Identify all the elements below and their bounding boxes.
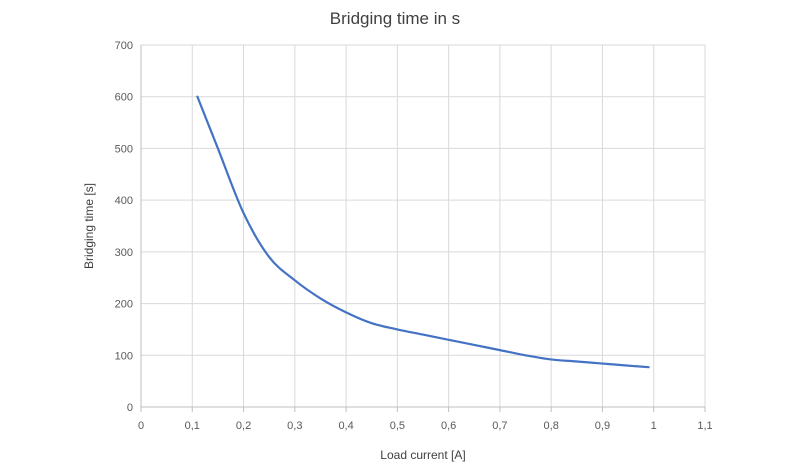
x-tick-label: 1 xyxy=(651,420,657,432)
y-tick-label: 600 xyxy=(115,92,133,104)
y-tick-label: 700 xyxy=(115,40,133,52)
x-tick-label: 0,7 xyxy=(492,420,507,432)
y-tick-label: 0 xyxy=(127,402,133,414)
x-tick-label: 0,4 xyxy=(338,420,353,432)
series-layer xyxy=(196,95,650,369)
series-line xyxy=(196,95,650,369)
x-tick-label: 0,1 xyxy=(185,420,200,432)
x-tick-label: 0 xyxy=(138,420,144,432)
x-tick-label: 0,3 xyxy=(287,420,302,432)
y-tick-label: 500 xyxy=(115,143,133,155)
x-tick-label: 0,6 xyxy=(441,420,456,432)
x-tick-label: 0,2 xyxy=(236,420,251,432)
grid xyxy=(141,44,706,407)
y-tick-label: 200 xyxy=(115,299,133,311)
x-tick-label: 0,5 xyxy=(390,420,405,432)
y-tick-label: 400 xyxy=(115,195,133,207)
x-tick-label: 1,1 xyxy=(697,420,712,432)
y-tick-label: 300 xyxy=(115,247,133,259)
x-tick-label: 0,9 xyxy=(595,420,610,432)
y-tick-label: 100 xyxy=(115,350,133,362)
x-tick-label: 0,8 xyxy=(544,420,559,432)
x-axis-label: Load current [A] xyxy=(380,448,465,462)
axes: 0 100 200 300 400 500 600 700 0 0,1 0,2 0,3 0,4 0,5 0,… xyxy=(115,40,713,432)
y-axis-label: Bridging time [s] xyxy=(82,183,96,269)
chart-title: Bridging time in s xyxy=(330,9,460,28)
